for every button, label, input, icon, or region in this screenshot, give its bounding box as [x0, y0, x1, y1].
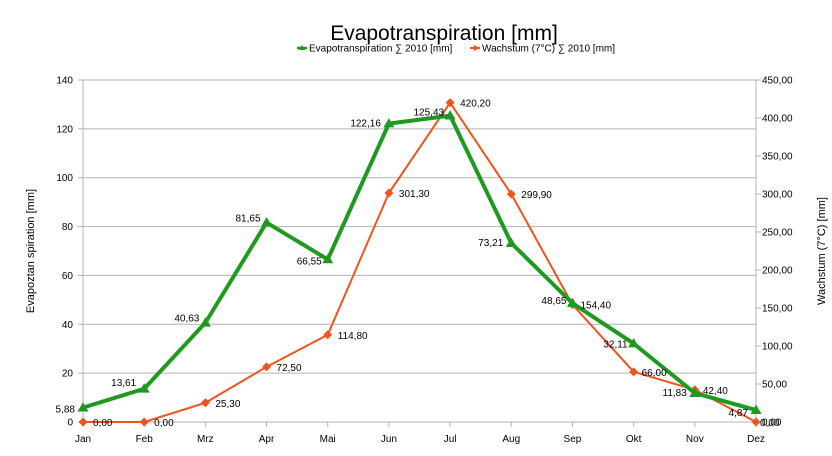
wachstum-data-label: 299,90	[521, 190, 552, 201]
data-labels-wachstum: 0,00 0,00 25,30 72,50 114,80 301,30 420,20 299,…	[93, 99, 780, 429]
x-tick-label: Jun	[381, 434, 397, 445]
evapotranspiration-point	[628, 338, 640, 348]
wachstum-data-label: 301,30	[399, 189, 430, 200]
legend-entry-evapotranspiration: Evapotranspiration ∑ 2010 [mm]	[297, 44, 453, 55]
wachstum-point	[78, 417, 88, 427]
wachstum-data-label: 66,00	[642, 368, 667, 379]
evapotranspiration-data-label: 32,11	[603, 340, 628, 351]
evapotranspiration-data-label: 81,65	[236, 214, 261, 225]
evapotranspiration-data-label: 125,43	[413, 108, 444, 119]
left-tick-label: 40	[62, 320, 74, 331]
left-axis-label: Evapoztan spiration [mm]	[25, 189, 37, 313]
right-tick-label: 250,00	[762, 228, 793, 239]
left-tick-label: 20	[62, 369, 74, 380]
evapotranspiration-point	[322, 253, 334, 264]
x-tick-label: Dez	[747, 434, 765, 445]
evapotranspiration-data-label: 11,83	[663, 388, 688, 399]
series-evapotranspiration-line	[82, 113, 757, 413]
data-labels-evapotranspiration: 5,88 13,61 40,63 81,65 66,55 122,16 125,43 73,2…	[56, 108, 749, 420]
legend-entry-wachstum: Wachstum (7°C) ∑ 2010 [mm]	[470, 44, 615, 55]
x-tick-label: Okt	[626, 434, 642, 445]
series-wachstum	[78, 98, 761, 427]
right-tick-label: 100,00	[762, 342, 793, 353]
wachstum-data-label: 25,30	[215, 399, 240, 410]
evapotranspiration-data-label: 5,88	[56, 405, 76, 416]
legend-label-wachstum: Wachstum (7°C) ∑ 2010 [mm]	[482, 44, 615, 55]
evapotranspiration-point	[566, 297, 578, 308]
wachstum-point	[629, 367, 639, 377]
evapotranspiration-point	[199, 317, 211, 327]
left-axis-ticks: 0 20 40 60 80 100 120 140	[56, 76, 83, 429]
wachstum-point	[262, 362, 272, 372]
wachstum-data-label: 0,00	[154, 418, 174, 429]
x-tick-label: Sep	[564, 434, 582, 445]
x-tick-label: Mai	[320, 434, 336, 445]
left-tick-label: 80	[62, 222, 74, 233]
wachstum-point	[506, 189, 516, 199]
x-tick-label: Apr	[259, 434, 275, 445]
series-wachstum-line	[83, 100, 757, 423]
evapotranspiration-data-label: 13,61	[111, 378, 136, 389]
right-tick-label: 450,00	[762, 76, 793, 87]
evapotranspiration-point	[689, 387, 701, 397]
wachstum-data-label: 420,20	[460, 99, 491, 110]
legend-marker-evapotranspiration	[299, 45, 305, 50]
wachstum-data-label: 0,00	[760, 418, 780, 429]
wachstum-point	[751, 417, 761, 427]
wachstum-point	[384, 188, 394, 198]
evapotranspiration-data-label: 66,55	[297, 256, 322, 267]
right-tick-label: 350,00	[762, 152, 793, 163]
evapotranspiration-point	[77, 402, 89, 412]
evapotranspiration-point	[505, 237, 517, 248]
wachstum-data-label: 42,40	[703, 386, 728, 397]
right-tick-label: 300,00	[762, 190, 793, 201]
wachstum-point	[139, 417, 149, 427]
x-axis-ticks: Jan Feb Mrz Apr Mai Jun Jul Aug Sep Okt Nov Dez	[75, 422, 765, 445]
evapotranspiration-point	[444, 110, 456, 120]
evapotranspiration-data-label: 4,87	[729, 408, 749, 419]
right-axis-label: Wachstum (7°C) [mm]	[816, 197, 828, 305]
x-tick-label: Feb	[136, 434, 154, 445]
wachstum-point	[200, 398, 210, 408]
x-tick-label: Nov	[686, 434, 704, 445]
evapotranspiration-point	[138, 383, 150, 393]
left-tick-label: 60	[62, 271, 74, 282]
right-tick-label: 0,00	[762, 418, 782, 429]
right-tick-label: 400,00	[762, 114, 793, 125]
x-tick-label: Aug	[502, 434, 520, 445]
evapotranspiration-point	[261, 217, 273, 227]
x-tick-label: Mrz	[197, 434, 214, 445]
legend-marker-wachstum	[472, 45, 478, 51]
right-tick-label: 150,00	[762, 304, 793, 315]
evapotranspiration-data-label: 73,21	[478, 238, 503, 249]
series-evapotranspiration	[77, 110, 762, 414]
left-tick-label: 100	[56, 173, 73, 184]
wachstum-data-label: 114,80	[338, 331, 368, 342]
evapotranspiration-point	[750, 404, 762, 414]
right-tick-label: 50,00	[762, 380, 787, 391]
x-tick-label: Jul	[444, 434, 457, 445]
wachstum-point	[323, 330, 333, 340]
left-tick-label: 140	[56, 76, 73, 87]
right-tick-label: 200,00	[762, 266, 793, 277]
wachstum-data-label: 72,50	[277, 363, 302, 374]
wachstum-point	[445, 98, 455, 108]
plot-area-border	[82, 79, 757, 423]
wachstum-data-label: 0,00	[93, 418, 113, 429]
evapotranspiration-point	[383, 118, 395, 128]
left-tick-label: 120	[56, 124, 73, 135]
evapotranspiration-data-label: 48,65	[541, 296, 566, 307]
x-tick-label: Jan	[75, 434, 91, 445]
legend-label-evapotranspiration: Evapotranspiration ∑ 2010 [mm]	[309, 44, 453, 55]
left-tick-label: 0	[67, 418, 73, 429]
legend: Evapotranspiration ∑ 2010 [mm] Wachstum …	[297, 44, 615, 55]
wachstum-data-label: 154,40	[580, 301, 611, 312]
right-axis-ticks: 0,00 50,00 100,00 150,00 200,00 250,00 300,00 3…	[756, 76, 793, 429]
evapotranspiration-data-label: 122,16	[350, 119, 381, 130]
chart-title: Evapotranspiration [mm]	[330, 22, 558, 45]
evapotranspiration-data-label: 40,63	[174, 314, 199, 325]
